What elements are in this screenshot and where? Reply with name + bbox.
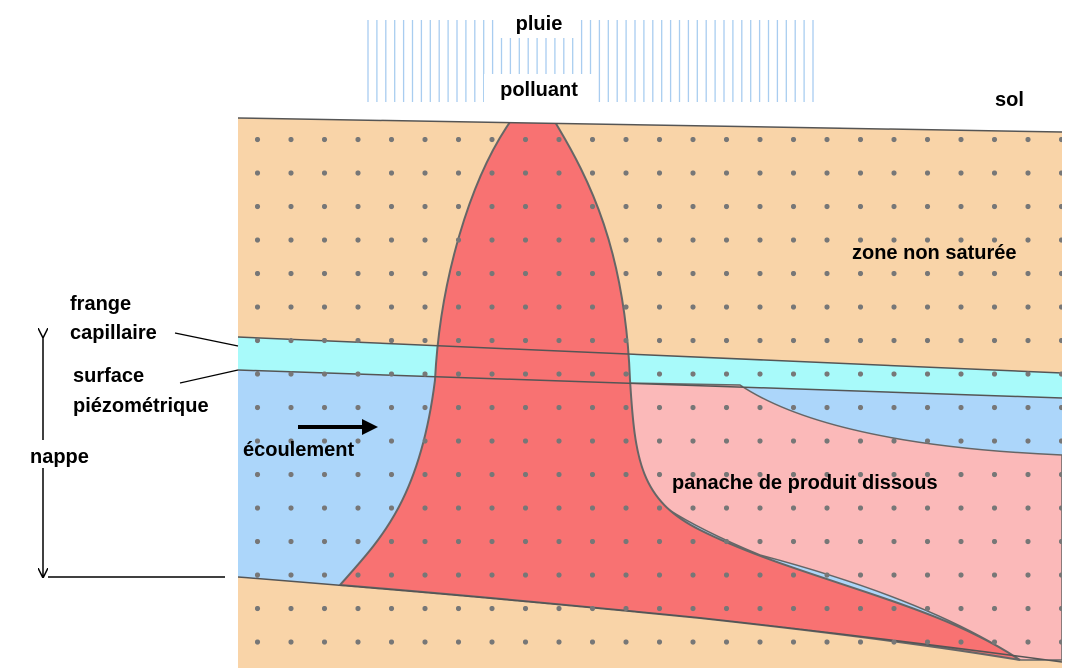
- water-table-label: surface: [73, 365, 144, 387]
- unsaturated-label: zone non saturée: [852, 242, 1016, 264]
- leader-line: [174, 332, 239, 347]
- soil-layers: [238, 118, 1062, 668]
- ground-label: sol: [995, 89, 1024, 111]
- label-bg: [26, 440, 106, 468]
- aquifer-label: nappe: [30, 446, 89, 468]
- leader-line: [179, 369, 239, 384]
- water-table-label: piézométrique: [73, 395, 209, 417]
- flow-label: écoulement: [243, 439, 354, 461]
- pollutant-label: polluant: [500, 79, 578, 101]
- flow-arrowhead: [362, 419, 378, 435]
- ground-line: [237, 117, 1063, 133]
- label-bg: [500, 8, 580, 38]
- rain-label: pluie: [516, 13, 563, 35]
- fringe-label: capillaire: [70, 322, 157, 344]
- dots: [238, 118, 1062, 668]
- label-bg: [484, 74, 594, 104]
- fringe-label: frange: [70, 293, 131, 315]
- plume-label: panache de produit dissous: [672, 472, 938, 494]
